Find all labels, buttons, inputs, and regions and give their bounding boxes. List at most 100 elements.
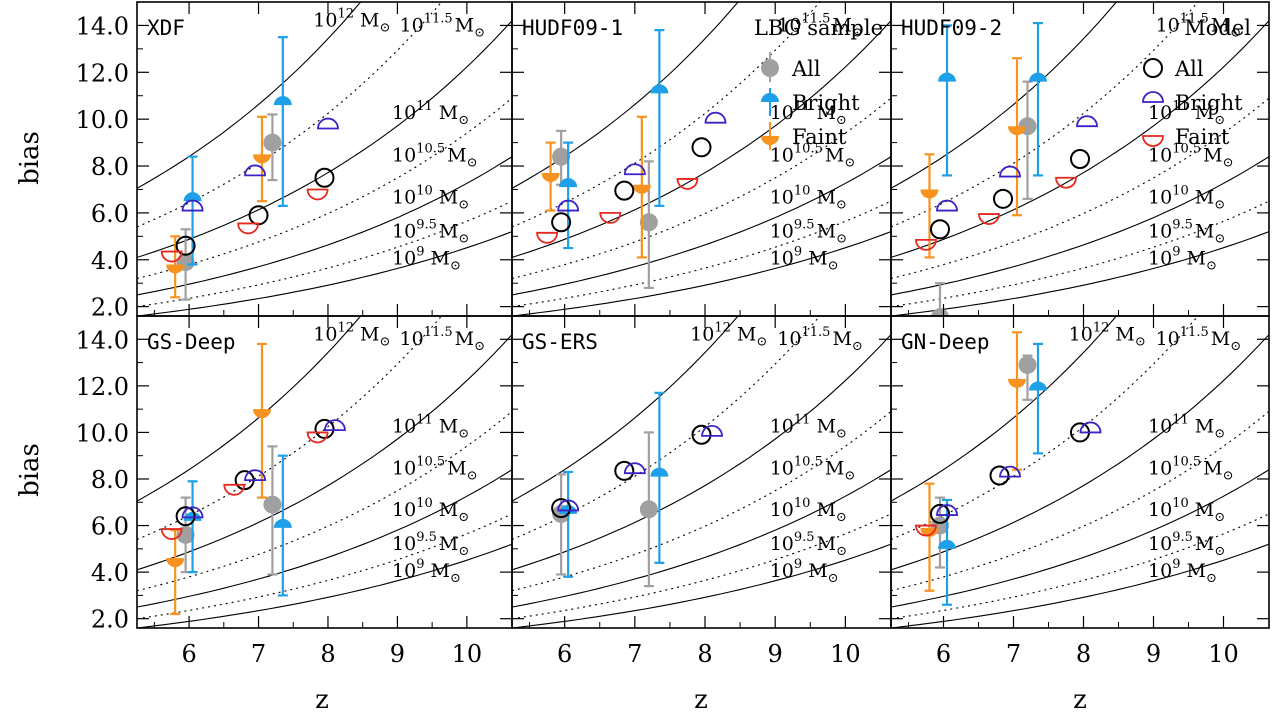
legend-item-label: All [1174,57,1204,81]
legend-title: LBG sample [754,16,883,40]
halo-track-11 [137,334,512,571]
halo-track-10p5 [891,97,1269,280]
observed-bright-point [183,511,202,521]
model-bright-point [999,465,1021,478]
observed-bright-point [650,467,669,477]
x-tick-label: 9 [1146,640,1161,668]
legend-model-all-symbol [1143,58,1163,78]
legend-title: Model [1184,16,1251,40]
mass-label-9p5: 109.5 M⊙ [392,530,469,559]
axis-labels-layer: bias bias z z z [15,131,1087,715]
model-all-point [691,424,712,445]
model-bright-point [317,117,339,130]
mass-label-10: 1010 M⊙ [392,184,469,213]
model-faint-point [160,250,183,263]
observed-bright-point [273,518,292,528]
y-axis-title-bottom: bias [15,443,45,497]
halo-track-11 [512,20,891,258]
observed-all-point [639,213,658,232]
plot-area [512,2,891,316]
legend-item-label: Bright [792,91,860,115]
halo-track-9p5 [512,200,891,308]
halo-track-9 [512,231,891,316]
plot-area [137,316,512,628]
model-bright-point [557,199,580,212]
x-tick-label: 10 [1208,640,1239,668]
y-tick-label: 6.0 [91,513,129,541]
halo-track-12 [137,316,362,502]
observed-all-point [931,308,949,316]
plot-area [512,316,891,628]
model-faint-point [223,483,246,496]
mass-label-9: 109 M⊙ [392,244,461,273]
panels-layer: 1011 M⊙1010.5 M⊙1010 M⊙109.5 M⊙109 M⊙1011.5 M⊙… [76,1,1270,668]
observed-all-point [263,133,282,152]
mass-label-9: 109 M⊙ [1148,557,1217,586]
model-bright-point [999,165,1021,178]
panel-frame [890,315,1270,629]
halo-track-10p5 [512,411,891,592]
halo-track-10 [891,156,1269,296]
model-faint-point [536,231,558,244]
x-axis-title-3: z [1073,685,1087,715]
x-tick-label: 8 [1076,640,1091,668]
halo-track-10 [891,469,1269,608]
y-tick-label: 6.0 [91,200,129,228]
panel-label: HUDF09-2 [901,16,1002,40]
mass-label-9: 109 M⊙ [770,244,839,273]
model-all-point [993,188,1013,209]
halo-track-10 [137,469,512,608]
model-bright-point [181,199,204,212]
y-tick-label: 12.0 [76,59,129,87]
halo-track-12 [891,2,1118,189]
model-faint-point [915,524,937,537]
mass-label-10: 1010 M⊙ [770,184,847,213]
mass-label-9p5: 109.5 M⊙ [770,218,847,247]
observed-bright-point [938,72,956,82]
halo-track-10 [512,156,891,296]
model-all-point [175,506,196,527]
plot-area [891,316,1269,628]
observed-bright-point [650,84,669,94]
model-bright-point [623,462,646,475]
mass-label-10: 1010 M⊙ [1148,496,1225,525]
panel-hudf09-1: 1011 M⊙ 1010.5 M⊙ 1010 M⊙ 109.5 M⊙109 M⊙ 1011.5 M⊙… [511,1,892,317]
model-faint-point [160,528,183,540]
model-faint-point [599,211,622,224]
model-all-point [930,503,950,524]
y-tick-label: 10.0 [76,419,129,447]
panel-label: GS-Deep [147,330,236,354]
y-tick-label: 12.0 [76,373,129,401]
x-tick-label: 10 [452,640,483,668]
mass-label-12: 1012 M⊙ [313,320,390,349]
legend-item-label: Bright [1175,91,1243,115]
halo-track-9 [137,543,512,628]
model-all-point [1070,149,1090,169]
y-axis-title-top: bias [15,131,45,185]
halo-track-11 [137,20,512,258]
model-faint-point [306,188,329,201]
observed-faint-point [166,558,185,568]
observed-all-point [639,500,658,519]
mass-label-10p5: 1010.5 M⊙ [770,141,856,170]
model-all-point [614,180,635,201]
halo-track-9p5 [512,513,891,620]
observed-faint-point [253,409,271,419]
legend-lbg-sample: LBG sample All Bright Faint [754,16,883,150]
x-tick-label: 6 [936,640,951,668]
halo-track-10 [137,156,512,296]
model-bright-point [244,469,266,482]
halo-track-9p5 [891,200,1269,308]
mass-label-11: 1011 M⊙ [392,412,469,441]
model-bright-point [936,504,958,516]
legend-bright-symbol [761,93,779,102]
y-tick-label: 8.0 [91,466,129,494]
panel-label: XDF [147,16,185,40]
model-all-point [314,418,335,439]
observed-all-point [263,495,282,514]
halo-track-9 [891,231,1269,316]
x-tick-label: 10 [830,640,861,668]
mass-label-10p5: 1010.5 M⊙ [1148,454,1234,483]
observed-faint-point [253,154,271,164]
